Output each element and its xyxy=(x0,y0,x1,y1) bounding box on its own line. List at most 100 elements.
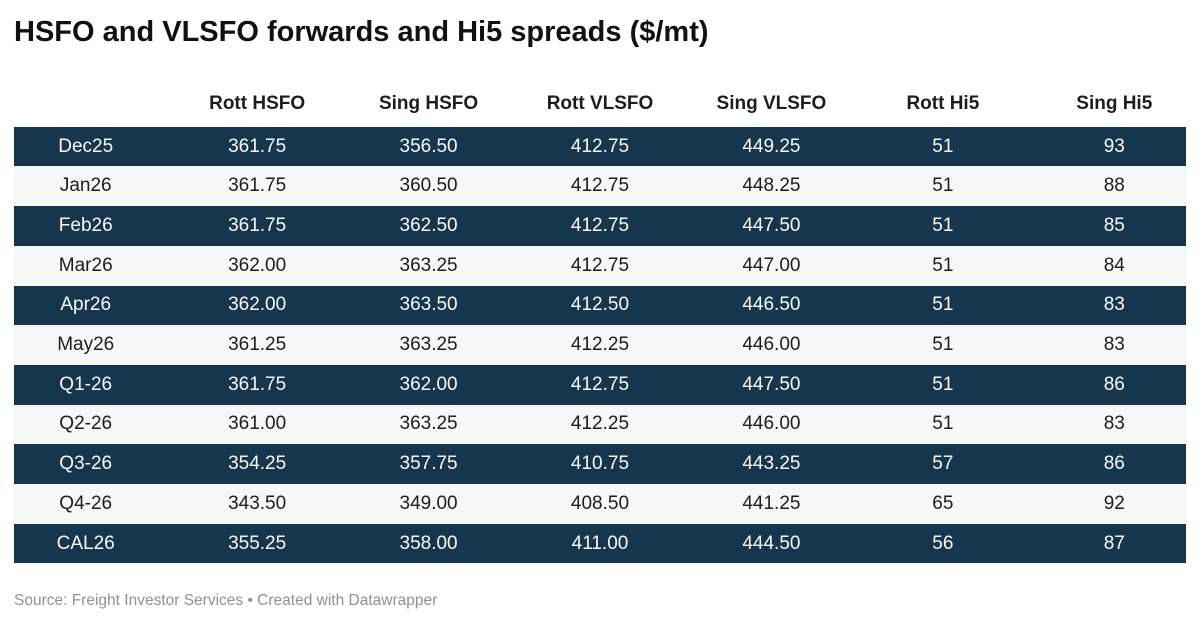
table-cell: 443.25 xyxy=(742,453,801,475)
table-cell: 363.25 xyxy=(399,334,458,356)
page-title: HSFO and VLSFO forwards and Hi5 spreads … xyxy=(14,16,709,48)
table-cell: 357.75 xyxy=(399,453,458,475)
table-cell: 343.50 xyxy=(228,492,287,514)
table-cell: 447.00 xyxy=(742,254,801,276)
table-cell: 444.50 xyxy=(742,532,801,554)
column-header: Sing HSFO xyxy=(378,92,479,114)
table-cell: 83 xyxy=(1103,334,1125,356)
table-cell: 85 xyxy=(1103,215,1125,237)
source-attribution: Source: Freight Investor Services • Crea… xyxy=(14,592,438,610)
table-cell: 362.00 xyxy=(228,294,287,316)
table-cell: 86 xyxy=(1103,373,1125,395)
table-cell: 363.50 xyxy=(399,294,458,316)
row-label: Q2-26 xyxy=(59,413,113,435)
table-row: Jan26 361.75 360.50 412.75 448.25 51 88 xyxy=(0,166,1200,206)
table-cell: 447.50 xyxy=(742,373,801,395)
row-label: Mar26 xyxy=(58,254,113,276)
row-label: Q1-26 xyxy=(59,373,113,395)
table-cell: 412.25 xyxy=(570,334,630,356)
table-cell: 446.00 xyxy=(742,413,801,435)
table-cell: 363.25 xyxy=(399,413,458,435)
table-body: Dec25 361.75 356.50 412.75 449.25 51 93 Jan26 36… xyxy=(0,126,1200,564)
table-cell: 86 xyxy=(1103,453,1125,475)
table-cell: 92 xyxy=(1103,492,1125,514)
table-cell: 84 xyxy=(1103,254,1125,276)
table-row: Q2-26 361.00 363.25 412.25 446.00 51 83 xyxy=(0,404,1200,445)
table-cell: 362.50 xyxy=(399,215,458,237)
table-cell: 51 xyxy=(932,294,954,316)
table-cell: 51 xyxy=(932,215,954,237)
row-label: Feb26 xyxy=(58,215,113,237)
column-header: Sing VLSFO xyxy=(716,92,827,114)
table-cell: 83 xyxy=(1103,413,1125,435)
table-cell: 51 xyxy=(932,254,954,276)
table-cell: 446.00 xyxy=(742,334,801,356)
datawrapper-table-page: HSFO and VLSFO forwards and Hi5 spreads … xyxy=(0,15,1200,628)
row-label: Q3-26 xyxy=(59,453,113,475)
table-cell: 412.75 xyxy=(570,135,630,157)
table-cell: 362.00 xyxy=(399,373,458,395)
table-cell: 87 xyxy=(1103,532,1125,554)
table-cell: 51 xyxy=(932,373,954,395)
column-header: Rott Hi5 xyxy=(906,92,980,114)
table-cell: 449.25 xyxy=(742,135,801,157)
table-cell: 354.25 xyxy=(228,453,287,475)
table-cell: 355.25 xyxy=(228,532,287,554)
table-cell: 356.50 xyxy=(399,135,458,157)
column-header: Sing Hi5 xyxy=(1076,92,1153,114)
row-label: Apr26 xyxy=(60,294,112,316)
row-label: Q4-26 xyxy=(59,492,113,514)
table-cell: 362.00 xyxy=(228,254,287,276)
table-header-row: Rott HSFO Sing HSFO Rott VLSFO Sing VLSFO Ro… xyxy=(0,81,1200,127)
table-row: Feb26 361.75 362.50 412.75 447.50 51 85 xyxy=(0,206,1200,246)
table-row: May26 361.25 363.25 412.25 446.00 51 83 xyxy=(0,325,1200,365)
table-cell: 57 xyxy=(932,453,954,475)
table-cell: 410.75 xyxy=(570,453,630,475)
table-cell: 361.75 xyxy=(228,373,287,395)
table-cell: 349.00 xyxy=(399,492,458,514)
table-cell: 358.00 xyxy=(399,532,458,554)
table-cell: 412.75 xyxy=(570,175,630,197)
column-header: Rott VLSFO xyxy=(546,92,654,114)
row-label: Dec25 xyxy=(58,135,114,157)
table-cell: 56 xyxy=(932,532,954,554)
table-cell: 360.50 xyxy=(399,175,458,197)
table-cell: 51 xyxy=(932,135,954,157)
table-row: Dec25 361.75 356.50 412.75 449.25 51 93 xyxy=(0,126,1200,167)
table-row: Apr26 362.00 363.50 412.50 446.50 51 83 xyxy=(0,285,1200,326)
table-cell: 363.25 xyxy=(399,254,458,276)
table-row: Mar26 362.00 363.25 412.75 447.00 51 84 xyxy=(0,245,1200,286)
forwards-table: Rott HSFO Sing HSFO Rott VLSFO Sing VLSFO Ro… xyxy=(0,81,1200,564)
table-cell: 93 xyxy=(1103,135,1125,157)
table-cell: 448.25 xyxy=(742,175,801,197)
table-cell: 446.50 xyxy=(742,294,801,316)
table-cell: 412.75 xyxy=(570,215,630,237)
table-cell: 65 xyxy=(932,492,954,514)
column-header: Rott HSFO xyxy=(209,92,306,114)
table-cell: 83 xyxy=(1103,294,1125,316)
table-cell: 411.00 xyxy=(571,532,629,554)
table-row: Q1-26 361.75 362.00 412.75 447.50 51 86 xyxy=(0,364,1200,405)
table-cell: 361.25 xyxy=(228,334,287,356)
table-row: Q4-26 343.50 349.00 408.50 441.25 65 92 xyxy=(0,483,1200,524)
table-cell: 51 xyxy=(932,334,954,356)
row-label: CAL26 xyxy=(56,532,115,554)
table-cell: 361.00 xyxy=(228,413,287,435)
table-cell: 441.25 xyxy=(742,492,801,514)
row-label: Jan26 xyxy=(59,175,112,197)
table-row: CAL26 355.25 358.00 411.00 444.50 56 87 xyxy=(0,523,1200,564)
table-cell: 361.75 xyxy=(228,215,287,237)
table-cell: 412.50 xyxy=(570,294,630,316)
table-cell: 51 xyxy=(932,175,954,197)
table-cell: 412.25 xyxy=(570,413,630,435)
table-cell: 88 xyxy=(1103,175,1125,197)
row-label: May26 xyxy=(57,334,115,356)
table-cell: 412.75 xyxy=(570,373,630,395)
table-cell: 361.75 xyxy=(228,175,287,197)
table-cell: 51 xyxy=(932,413,954,435)
table-cell: 408.50 xyxy=(570,492,630,514)
table-cell: 361.75 xyxy=(228,135,287,157)
table-cell: 447.50 xyxy=(742,215,801,237)
table-row: Q3-26 354.25 357.75 410.75 443.25 57 86 xyxy=(0,444,1200,484)
table-cell: 412.75 xyxy=(570,254,630,276)
